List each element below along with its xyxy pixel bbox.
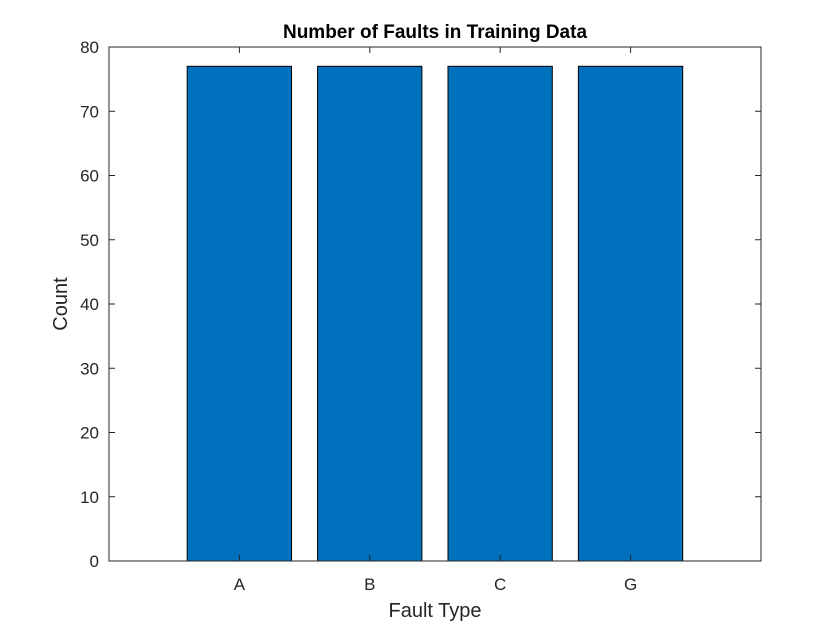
- y-tick-label: 10: [80, 488, 99, 507]
- x-tick-label: C: [494, 575, 506, 594]
- x-tick-label: G: [624, 575, 637, 594]
- x-tick-label: A: [234, 575, 246, 594]
- y-tick-label: 0: [90, 552, 99, 571]
- y-tick-label: 50: [80, 231, 99, 250]
- bar-g: [577, 65, 684, 562]
- bars-group: [186, 65, 684, 562]
- y-tick-label: 70: [80, 102, 99, 121]
- y-ticks-group: 0 10 20 30 40 50 60 70 80: [80, 38, 761, 571]
- y-axis-label: Count: [50, 277, 72, 331]
- x-axis-label: Fault Type: [388, 600, 481, 622]
- bar-b: [317, 65, 423, 562]
- y-tick-label: 40: [80, 295, 99, 314]
- y-tick-label: 20: [80, 424, 99, 443]
- bar-c: [447, 65, 553, 562]
- y-tick-label: 80: [80, 38, 99, 57]
- x-tick-label: B: [364, 575, 375, 594]
- y-tick-label: 60: [80, 167, 99, 186]
- y-tick-label: 30: [80, 359, 99, 378]
- axes-box: [108, 46, 762, 562]
- chart-title: Number of Faults in Training Data: [283, 22, 587, 43]
- bar-a: [186, 65, 292, 562]
